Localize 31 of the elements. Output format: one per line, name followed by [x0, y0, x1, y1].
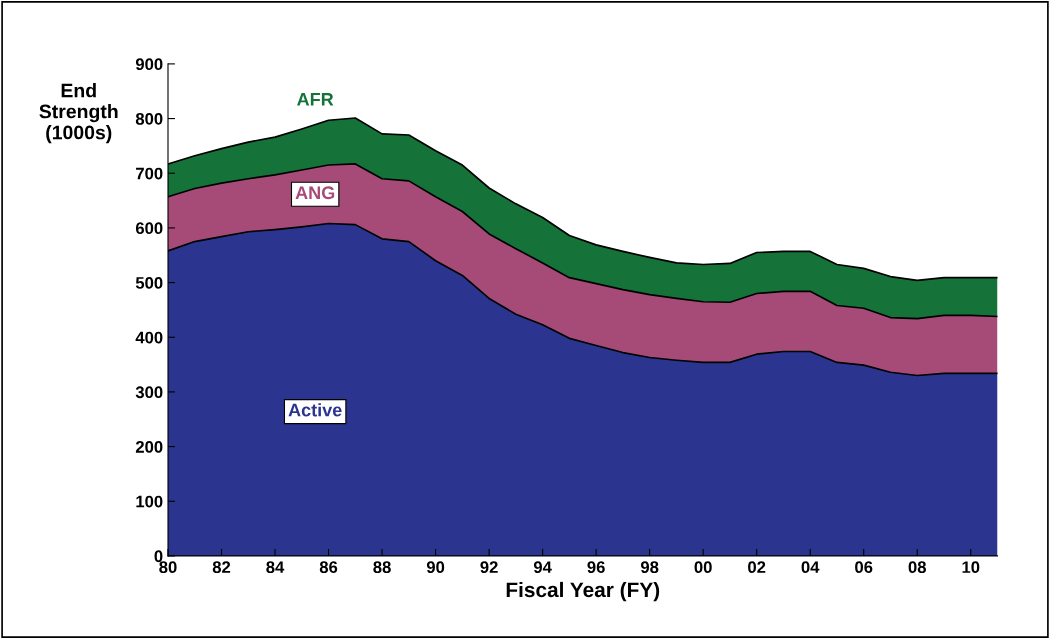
- x-tick-label: 86: [319, 561, 338, 574]
- y-tick-label: 600: [135, 222, 163, 235]
- x-tick-label: 04: [801, 561, 820, 574]
- x-tick-label: 80: [159, 561, 177, 574]
- y-tick-label: 500: [135, 276, 163, 289]
- x-tick-label: 00: [694, 561, 712, 574]
- x-tick-label: 08: [908, 561, 926, 574]
- x-tick-label: 82: [212, 561, 231, 574]
- y-tick-label: 900: [135, 58, 163, 71]
- y-tick-label: 0: [154, 550, 163, 563]
- series-label: AFR: [297, 93, 334, 106]
- y-tick-label: 800: [135, 112, 163, 125]
- x-tick-label: 90: [426, 561, 445, 574]
- series-label: ANG: [295, 186, 335, 200]
- y-tick-label: 700: [136, 167, 163, 180]
- x-axis-title: Fiscal Year (FY): [506, 581, 660, 602]
- x-tick-label: 92: [480, 561, 498, 574]
- x-tick-label: 84: [266, 561, 285, 574]
- series-label: Active: [288, 403, 342, 417]
- x-tick-label: 98: [640, 561, 659, 574]
- x-tick-label: 94: [533, 561, 552, 574]
- y-tick-label: 300: [135, 386, 163, 399]
- x-tick-label: 10: [962, 561, 980, 574]
- x-tick-label: 02: [748, 561, 766, 574]
- y-tick-label: 200: [135, 440, 163, 453]
- x-tick-label: 96: [587, 561, 605, 574]
- y-tick-label: 400: [135, 331, 163, 344]
- y-axis-title: End Strength (1000s): [39, 83, 118, 144]
- y-tick-label: 100: [136, 495, 163, 508]
- x-tick-label: 06: [855, 561, 873, 574]
- x-tick-label: 88: [373, 561, 391, 574]
